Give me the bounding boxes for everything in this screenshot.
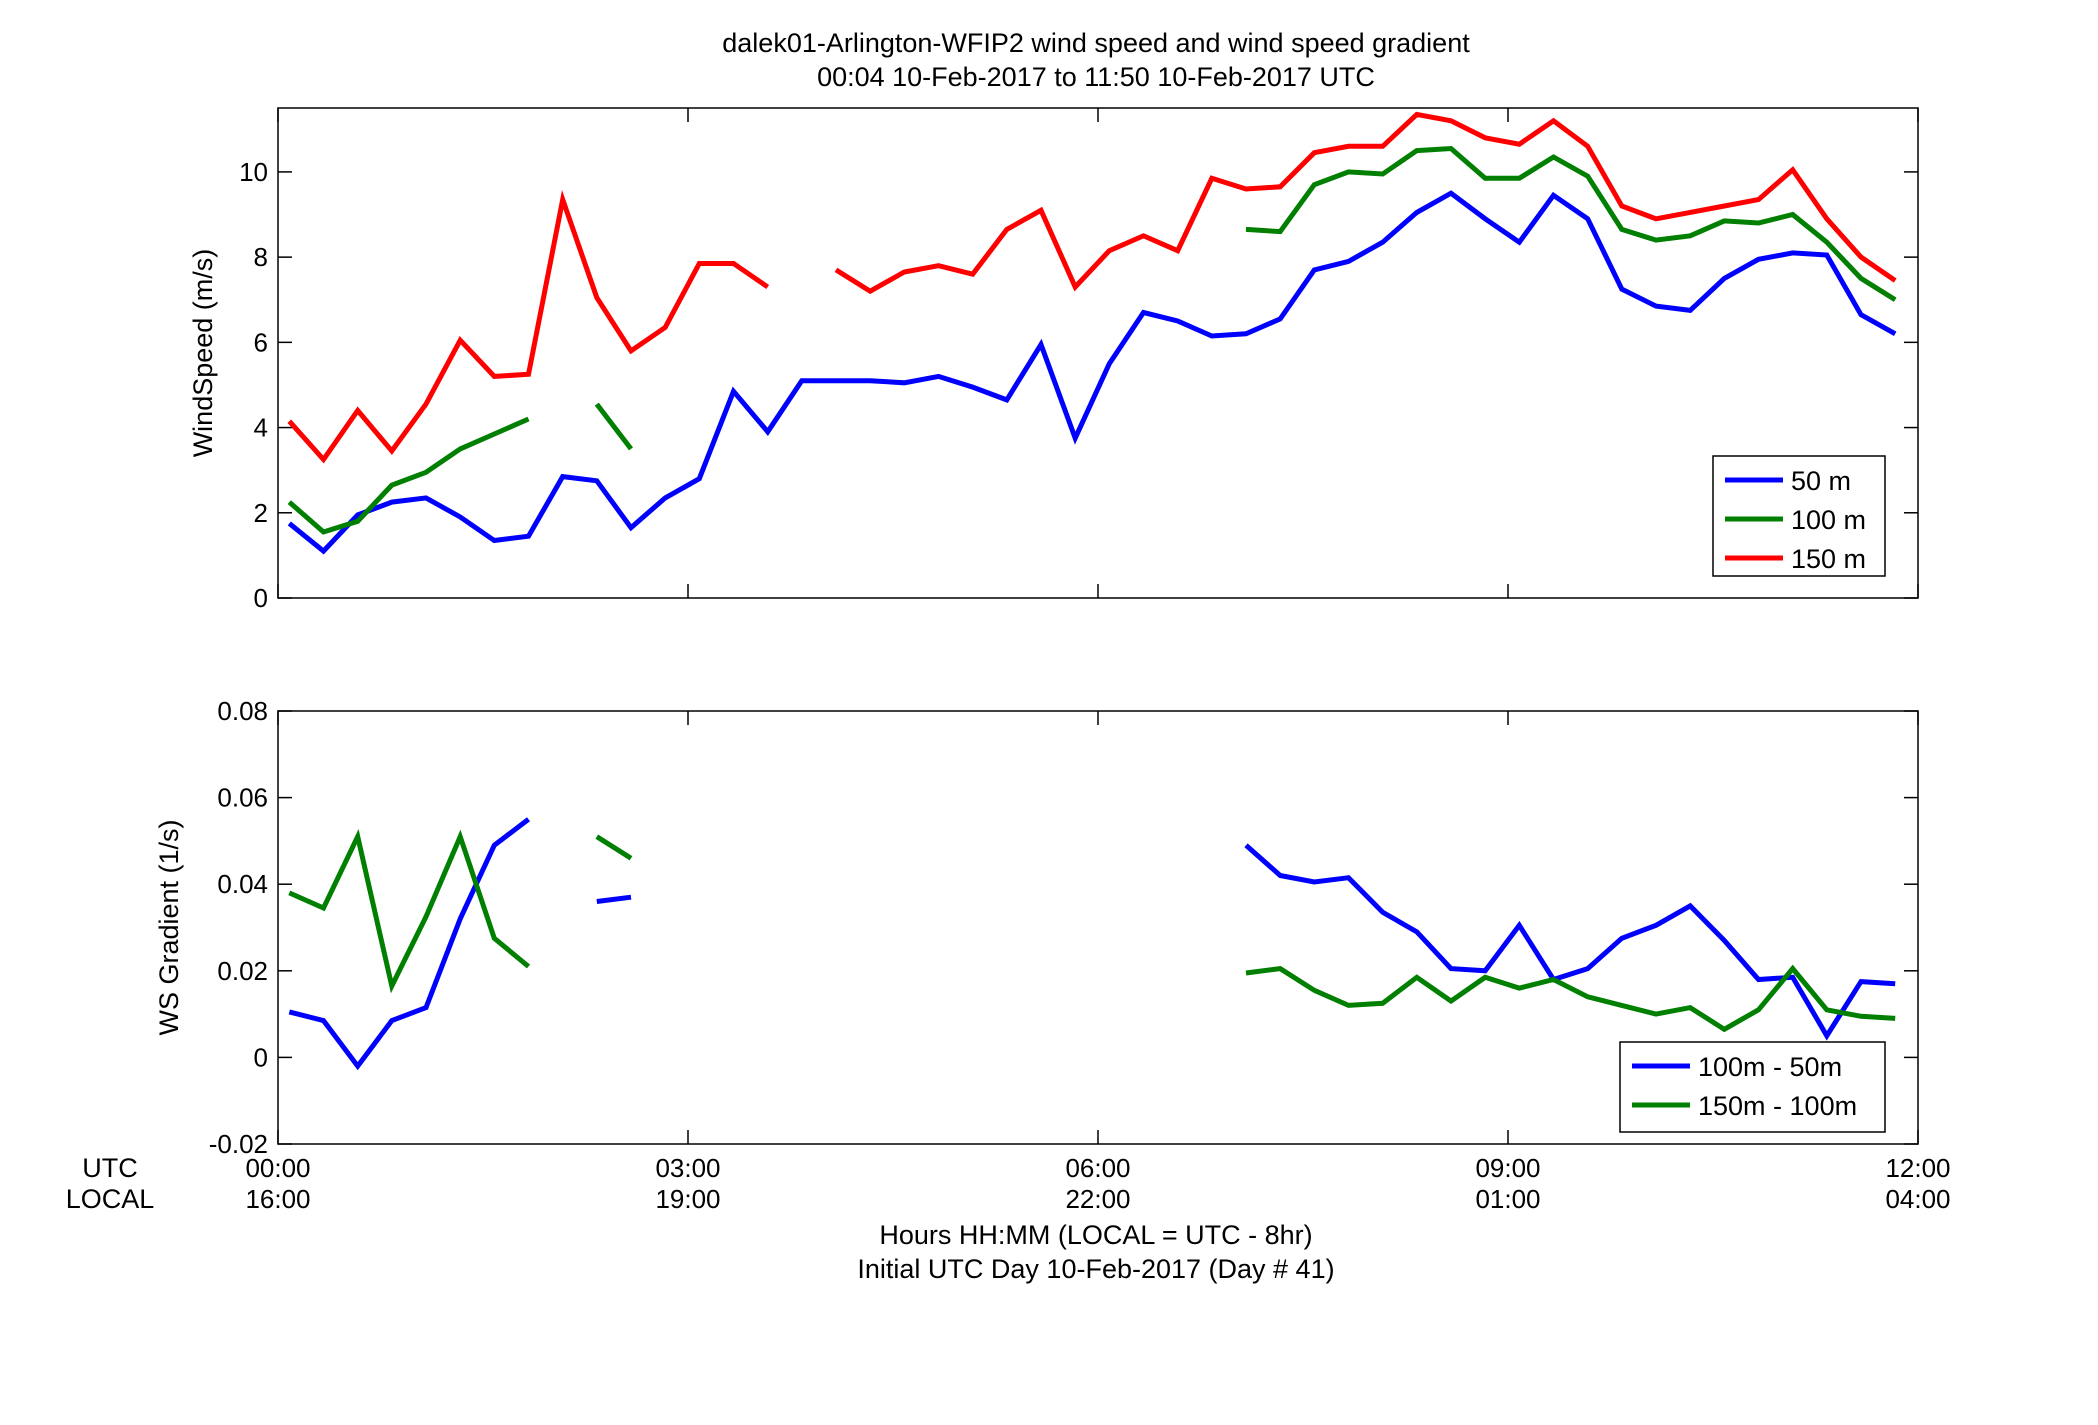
series-line-segment <box>287 416 530 535</box>
series-line-segment <box>595 834 633 861</box>
x-axis-label-line1: Hours HH:MM (LOCAL = UTC - 8hr) <box>879 1220 1312 1250</box>
y-tick-label: 0.02 <box>217 956 268 986</box>
y-tick-label: 10 <box>239 157 268 187</box>
y-tick-label: 0.04 <box>217 869 268 899</box>
series-line-segment <box>594 402 633 451</box>
series-line-segment <box>287 190 1897 555</box>
series-line-segment <box>1245 964 1896 1033</box>
axes-box <box>277 107 1919 599</box>
series-150m-100m <box>288 829 1896 1033</box>
utc-tick-label: 00:00 <box>245 1153 310 1183</box>
wind-speed-panel: 0 2 4 6 8 10 WindSpeed (m/s) 50 m 100 m 150 m <box>188 107 1919 613</box>
legend-label: 150m - 100m <box>1698 1091 1857 1121</box>
y-tick-label: 0 <box>254 583 268 613</box>
legend-label: 100 m <box>1791 505 1866 535</box>
legend-label: 150 m <box>1791 544 1866 574</box>
series-50-m <box>287 190 1897 555</box>
y-tick-label: 0.08 <box>217 696 268 726</box>
local-tick-label: 16:00 <box>245 1184 310 1214</box>
legend-label: 50 m <box>1791 466 1851 496</box>
series-line-segment <box>287 190 770 464</box>
y-axis-label: WS Gradient (1/s) <box>154 819 184 1035</box>
series-line-segment <box>834 111 1897 295</box>
local-row-label: LOCAL <box>66 1184 155 1214</box>
utc-tick-label: 09:00 <box>1475 1153 1540 1183</box>
series-100-m <box>287 145 1897 535</box>
legend-box <box>1619 1041 1886 1133</box>
utc-tick-label: 12:00 <box>1885 1153 1950 1183</box>
local-tick-label: 19:00 <box>655 1184 720 1214</box>
local-tick-label: 22:00 <box>1065 1184 1130 1214</box>
y-tick-label: 0 <box>254 1042 268 1072</box>
x-axis-label-line2: Initial UTC Day 10-Feb-2017 (Day # 41) <box>857 1254 1334 1284</box>
y-tick-label: 2 <box>254 498 268 528</box>
figure-title-line2: 00:04 10-Feb-2017 to 11:50 10-Feb-2017 U… <box>817 62 1375 92</box>
y-axis-label: WindSpeed (m/s) <box>188 249 218 458</box>
legend: 100m - 50m 150m - 100m <box>1619 1041 1886 1133</box>
series-line-segment <box>596 894 632 904</box>
local-tick-label: 01:00 <box>1475 1184 1540 1214</box>
legend-label: 100m - 50m <box>1698 1052 1842 1082</box>
legend: 50 m 100 m 150 m <box>1712 455 1886 577</box>
y-tick-label: 8 <box>254 242 268 272</box>
series-line-segment <box>288 829 531 994</box>
y-tick-label: 0.06 <box>217 783 268 813</box>
series-line-segment <box>1245 145 1897 302</box>
figure-title-line1: dalek01-Arlington-WFIP2 wind speed and w… <box>722 28 1470 58</box>
series-150-m <box>287 111 1897 464</box>
series-line-segment <box>288 817 531 1071</box>
y-tick-label: -0.02 <box>209 1129 268 1159</box>
utc-tick-label: 06:00 <box>1065 1153 1130 1183</box>
utc-tick-label: 03:00 <box>655 1153 720 1183</box>
y-tick-label: 4 <box>254 413 268 443</box>
ws-gradient-panel: -0.02 0 0.02 0.04 0.06 0.08 WS Gradient (1/s) 1… <box>154 696 1919 1159</box>
utc-row-label: UTC <box>82 1153 138 1183</box>
y-tick-label: 6 <box>254 327 268 357</box>
local-tick-label: 04:00 <box>1885 1184 1950 1214</box>
